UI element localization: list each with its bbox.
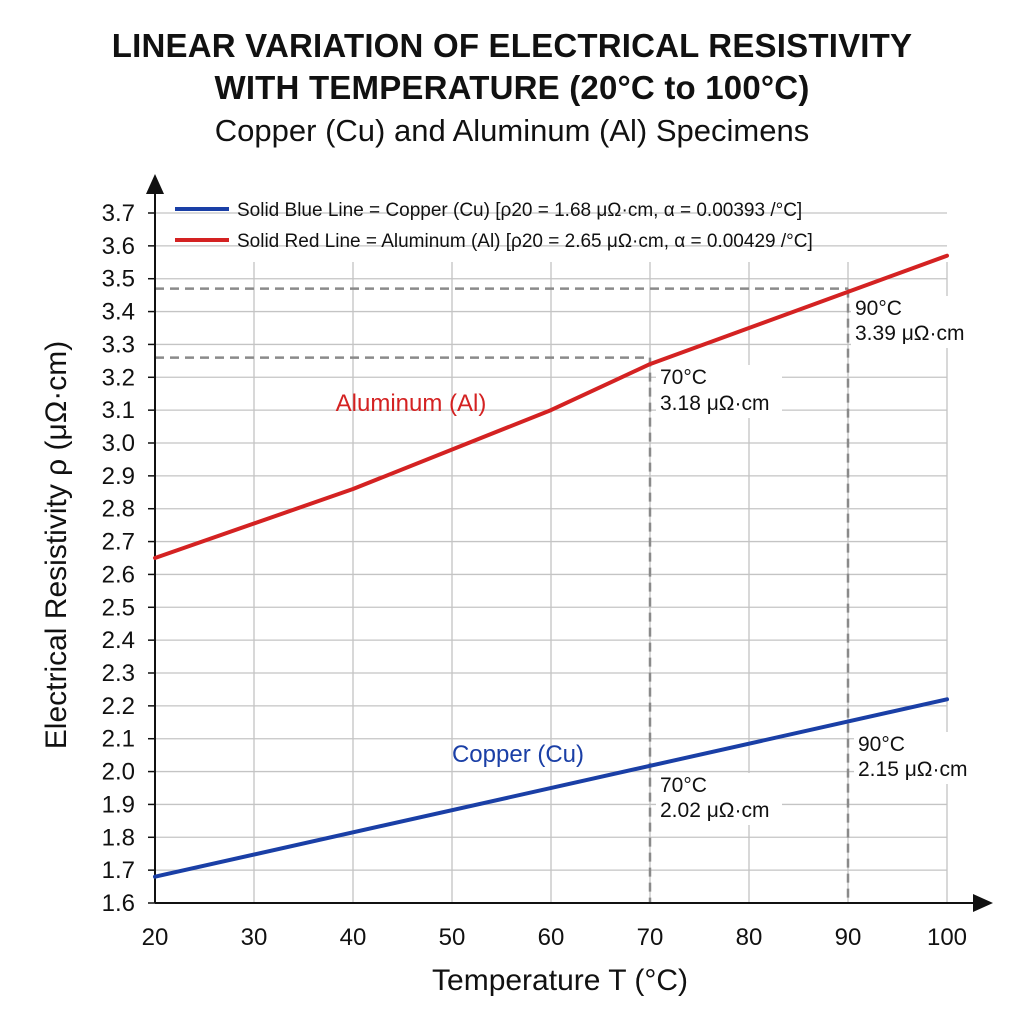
annotation-resistivity: 2.15 μΩ·cm bbox=[858, 758, 968, 781]
x-tick-label: 90 bbox=[835, 924, 862, 951]
legend-label-aluminum: Solid Red Line = Aluminum (Al) [ρ20 = 2.… bbox=[237, 231, 813, 252]
grid bbox=[148, 212, 948, 904]
y-tick-label: 2.8 bbox=[102, 496, 135, 523]
y-tick-label: 3.3 bbox=[102, 331, 135, 358]
y-tick-label: 2.6 bbox=[102, 561, 135, 588]
legend: Solid Blue Line = Copper (Cu) [ρ20 = 1.6… bbox=[175, 200, 813, 252]
x-tick-label: 80 bbox=[736, 924, 763, 951]
x-tick-label: 30 bbox=[241, 924, 268, 951]
y-axis-label: Electrical Resistivity ρ (μΩ·cm) bbox=[40, 341, 73, 749]
annotation-resistivity: 2.02 μΩ·cm bbox=[660, 799, 770, 822]
y-tick-label: 2.2 bbox=[102, 693, 135, 720]
chart-title-line1: LINEAR VARIATION OF ELECTRICAL RESISTIVI… bbox=[111, 27, 913, 64]
annotation-temperature: 90°C bbox=[858, 733, 905, 756]
y-tick-label: 2.7 bbox=[102, 529, 135, 556]
x-tick-label: 100 bbox=[927, 924, 967, 951]
x-tick-label: 40 bbox=[340, 924, 367, 951]
y-tick-label: 2.4 bbox=[102, 627, 135, 654]
guide-lines bbox=[155, 287, 850, 903]
series-label-aluminum: Aluminum (Al) bbox=[336, 390, 487, 417]
y-tick-label: 3.2 bbox=[102, 364, 135, 391]
y-tick-label: 3.0 bbox=[102, 430, 135, 457]
annotation-resistivity: 3.39 μΩ·cm bbox=[855, 322, 965, 345]
annotation-temperature: 70°C bbox=[660, 366, 707, 389]
annotation-temperature: 90°C bbox=[855, 297, 902, 320]
x-tick-label: 70 bbox=[637, 924, 664, 951]
x-tick-label: 60 bbox=[538, 924, 565, 951]
y-tick-label: 1.7 bbox=[102, 857, 135, 884]
x-tick-labels: 20 30 40 50 60 70 80 90 100 bbox=[142, 924, 967, 951]
y-tick-labels: 1.6 1.7 1.8 1.9 2.0 2.1 2.2 2.3 2.4 2.5 2.6 2.7 2.8 2… bbox=[102, 200, 135, 917]
y-tick-label: 3.6 bbox=[102, 233, 135, 260]
series-lines bbox=[153, 253, 949, 879]
y-tick-label: 3.5 bbox=[102, 266, 135, 293]
annotation-background bbox=[851, 296, 977, 348]
x-tick-label: 50 bbox=[439, 924, 466, 951]
y-axis-arrow-icon bbox=[146, 174, 164, 194]
annotation-background bbox=[854, 732, 980, 784]
chart-title-line2: WITH TEMPERATURE (20°C to 100°C) bbox=[214, 69, 810, 106]
legend-label-copper: Solid Blue Line = Copper (Cu) [ρ20 = 1.6… bbox=[237, 200, 802, 221]
y-tick-label: 2.0 bbox=[102, 759, 135, 786]
chart-subtitle: Copper (Cu) and Aluminum (Al) Specimens bbox=[214, 113, 810, 148]
y-tick-label: 3.4 bbox=[102, 299, 135, 326]
annotation-resistivity: 3.18 μΩ·cm bbox=[660, 392, 770, 415]
y-tick-label: 2.9 bbox=[102, 463, 135, 490]
y-tick-label: 2.5 bbox=[102, 594, 135, 621]
x-axis-arrow-icon bbox=[973, 894, 993, 912]
series-line-copper bbox=[153, 697, 949, 879]
x-tick-label: 20 bbox=[142, 924, 169, 951]
y-tick-label: 3.7 bbox=[102, 200, 135, 227]
y-tick-label: 1.9 bbox=[102, 791, 135, 818]
y-tick-label: 3.1 bbox=[102, 397, 135, 424]
series-line-aluminum bbox=[153, 253, 949, 560]
annotation-background bbox=[656, 365, 782, 418]
series-label-copper: Copper (Cu) bbox=[452, 741, 584, 768]
annotation-background bbox=[656, 773, 782, 825]
y-tick-label: 2.3 bbox=[102, 660, 135, 687]
y-tick-label: 2.1 bbox=[102, 726, 135, 753]
y-tick-label: 1.8 bbox=[102, 824, 135, 851]
x-axis-label: Temperature T (°C) bbox=[432, 964, 688, 997]
annotation-temperature: 70°C bbox=[660, 774, 707, 797]
y-tick-label: 1.6 bbox=[102, 890, 135, 917]
axes bbox=[146, 174, 993, 912]
